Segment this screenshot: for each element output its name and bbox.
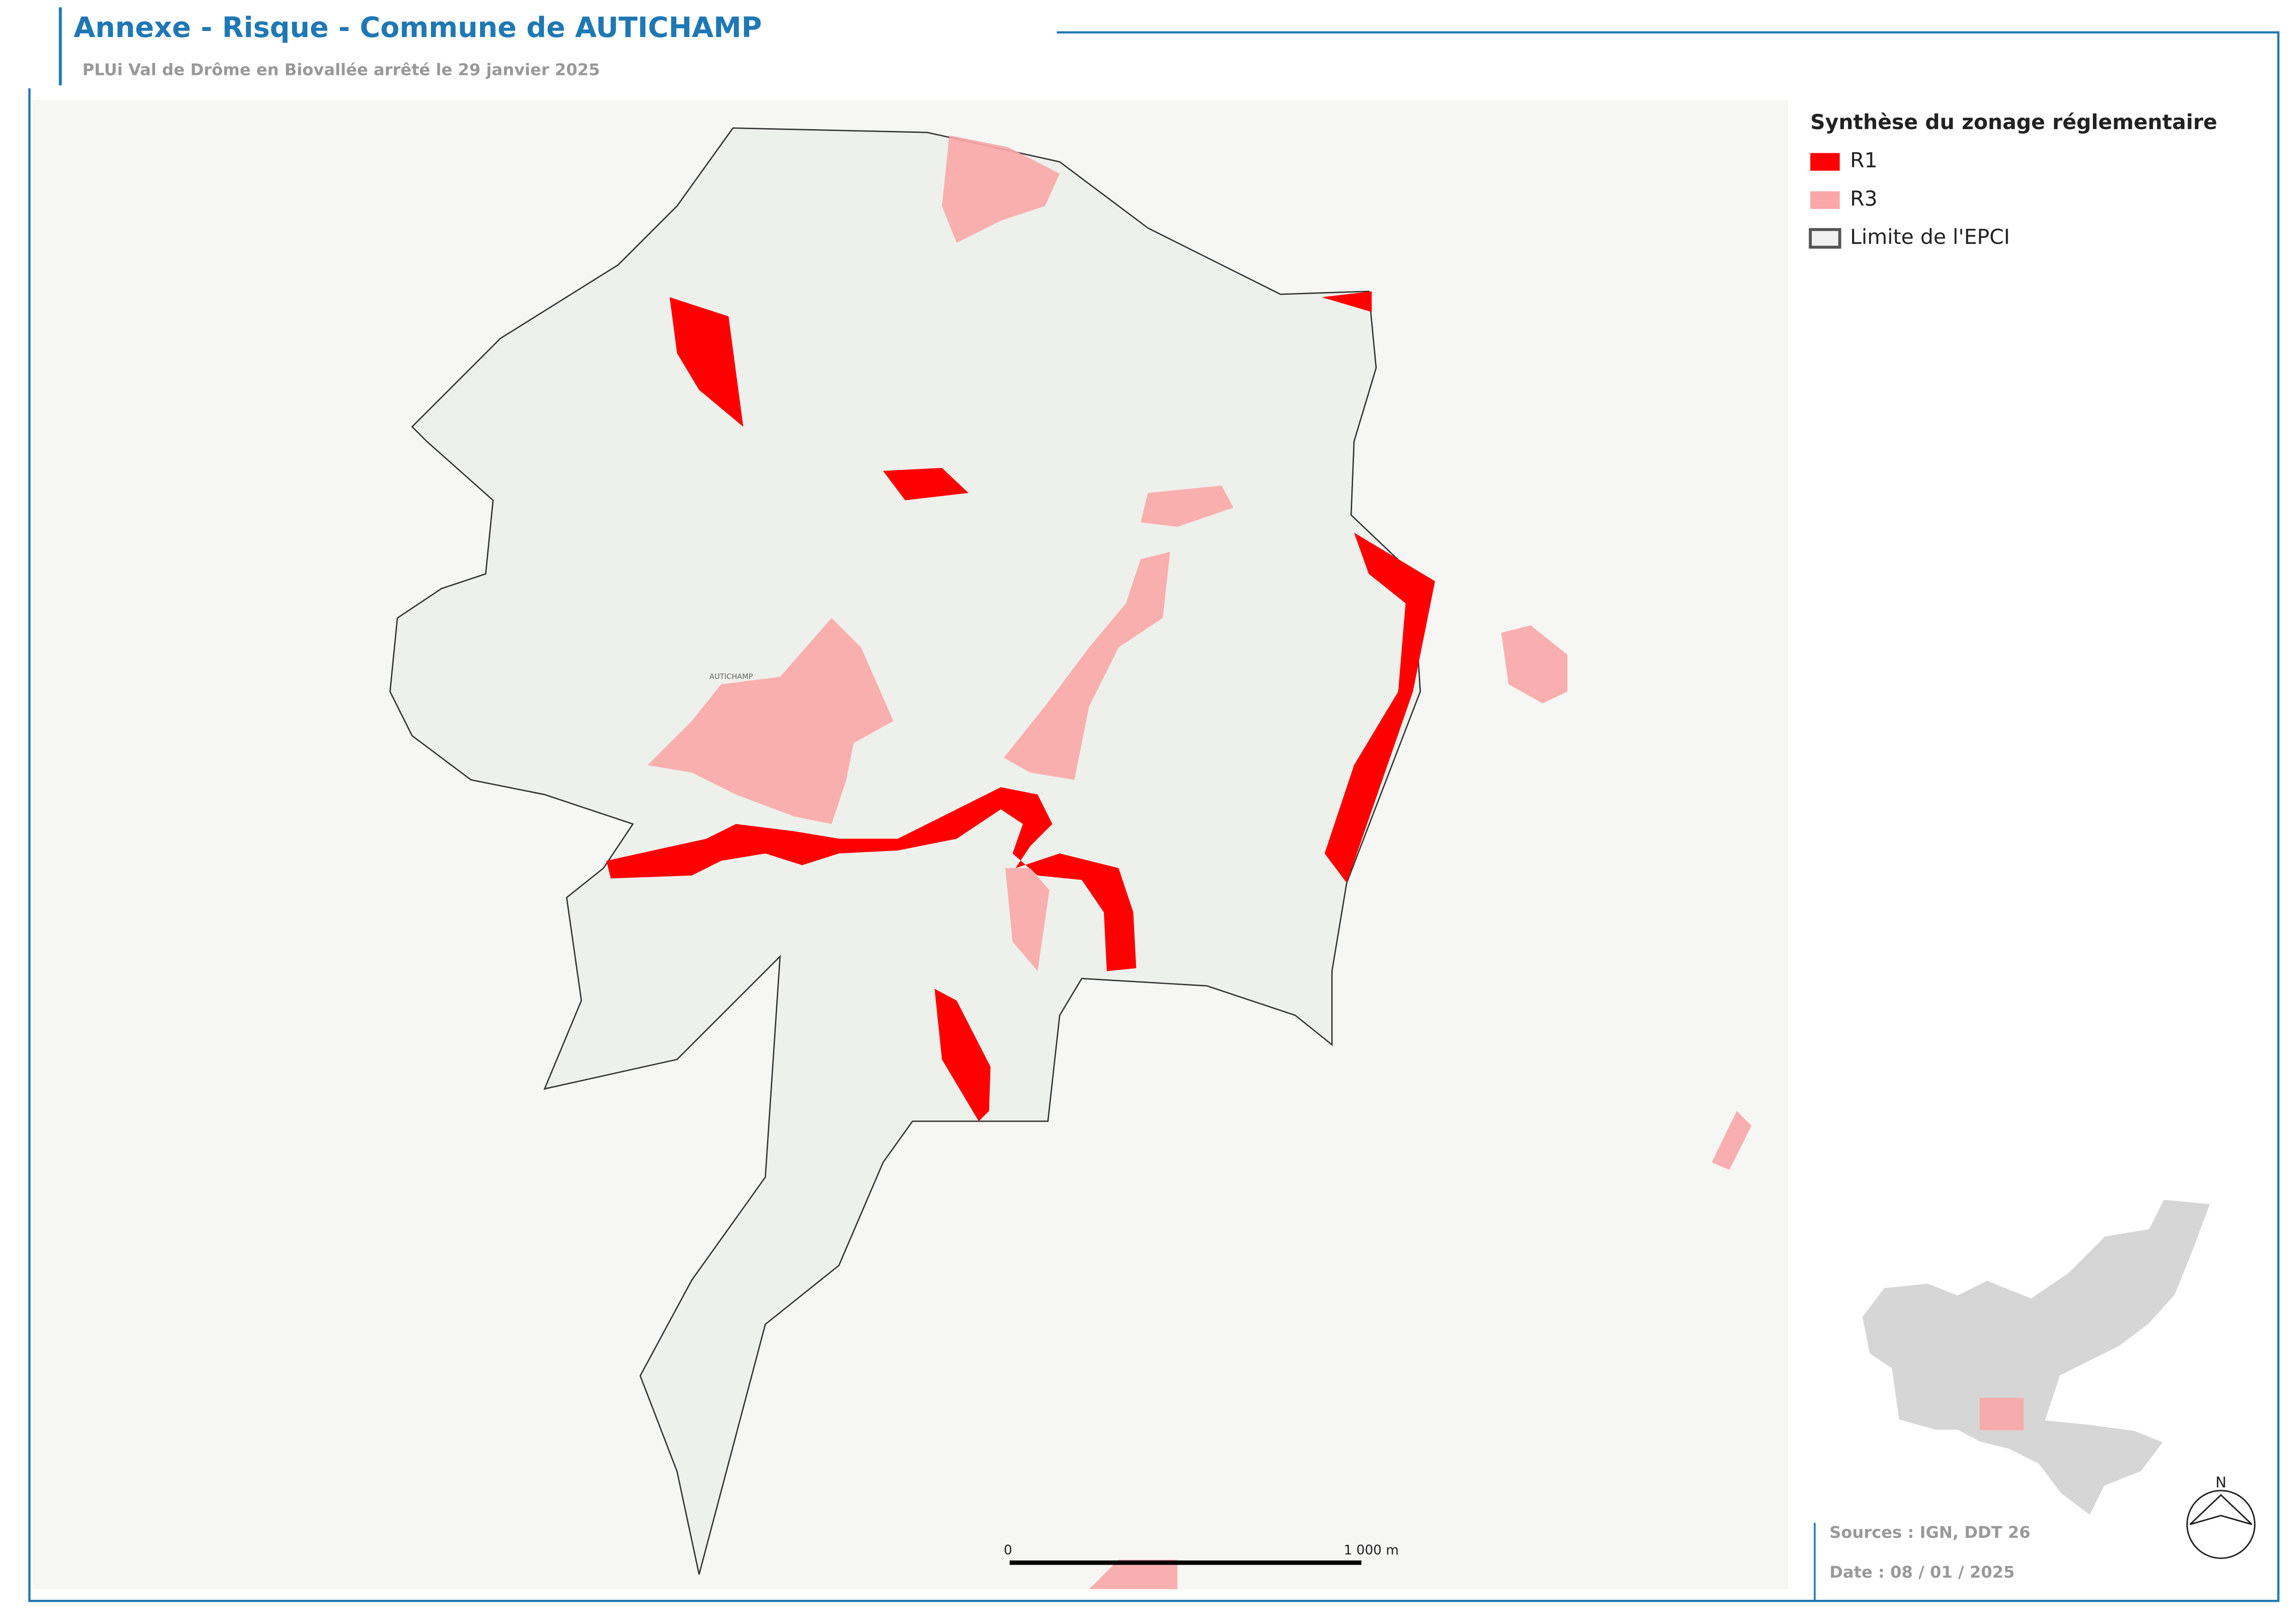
inset-commune — [1979, 1398, 2024, 1430]
legend-swatch — [1810, 153, 1840, 171]
r1-zone — [883, 468, 969, 501]
r3-zone — [942, 135, 1060, 243]
r3-zone — [1501, 625, 1568, 703]
r1-zones — [606, 291, 1435, 1121]
north-circle — [2186, 1490, 2256, 1559]
header-bg — [0, 0, 1057, 88]
r3-zone — [1711, 1111, 1752, 1170]
legend-swatch — [1809, 228, 1841, 249]
date: Date : 08 / 01 / 2025 — [1829, 1563, 2015, 1582]
r3-zone — [1004, 552, 1170, 780]
r3-zone — [647, 618, 893, 824]
r1-zone — [1324, 532, 1435, 883]
legend-swatch — [1810, 191, 1840, 209]
r3-zone — [1089, 1560, 1178, 1589]
legend-label: R3 — [1850, 187, 1878, 211]
r1-zone — [934, 989, 991, 1121]
subtitle: PLUi Val de Drôme en Biovallée arrêté le… — [82, 61, 600, 80]
r1-zone — [1322, 291, 1372, 312]
legend-title: Synthèse du zonage réglementaire — [1810, 111, 2217, 134]
title: Annexe - Risque - Commune de AUTICHAMP — [74, 12, 762, 44]
r1-zone — [606, 787, 1136, 971]
r1-zone — [669, 297, 743, 427]
north-label: N — [2215, 1474, 2227, 1491]
commune-boundary — [389, 127, 1421, 1575]
sources: Sources : IGN, DDT 26 — [1829, 1524, 2030, 1542]
frame — [28, 31, 2280, 1602]
legend-label: R1 — [1850, 149, 1878, 173]
r3-zone — [1141, 485, 1234, 527]
scale-start: 0 — [1004, 1542, 1012, 1558]
inset-territory — [1861, 1198, 2212, 1517]
r3-zone — [1005, 868, 1049, 971]
scale-end: 1 000 m — [1344, 1542, 1399, 1558]
inset-map — [1861, 1198, 2212, 1517]
place-label: AUTICHAMP — [710, 672, 753, 681]
legend: R1 R3 Limite de l'EPCI — [1809, 149, 2010, 249]
north-arrow — [2189, 1494, 2252, 1525]
r3-zones — [647, 135, 1752, 1589]
legend-label: Limite de l'EPCI — [1850, 225, 2010, 249]
